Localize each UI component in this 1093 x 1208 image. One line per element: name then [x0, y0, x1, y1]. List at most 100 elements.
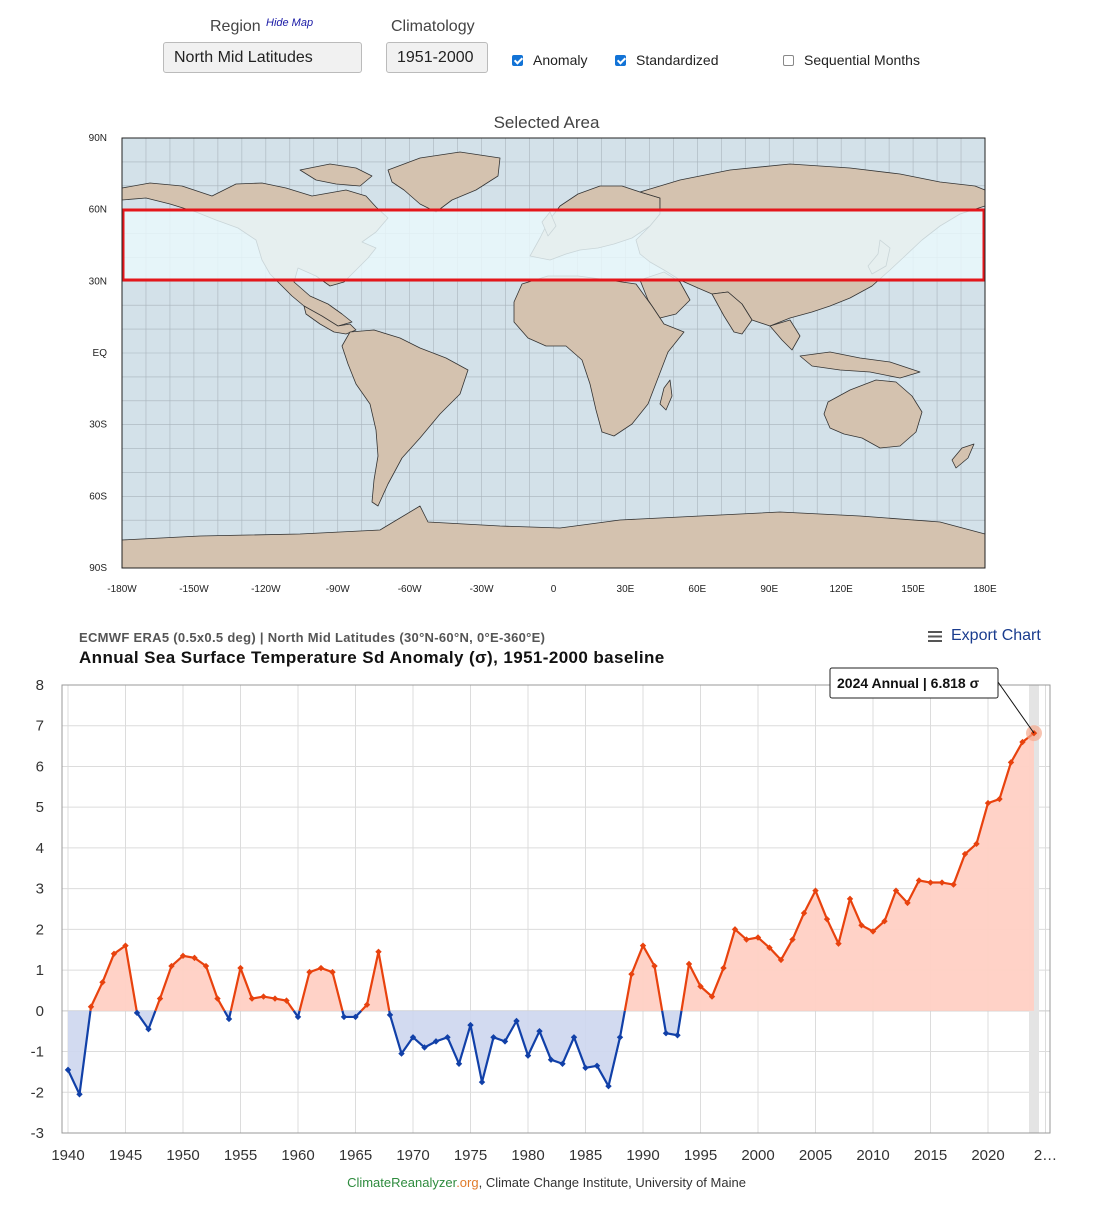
data-point[interactable]	[720, 964, 727, 972]
data-point[interactable]	[352, 1013, 359, 1021]
data-point[interactable]	[524, 1052, 532, 1059]
climatology-select[interactable]: 1951-2000	[386, 42, 488, 73]
data-point[interactable]	[363, 1001, 371, 1008]
data-point[interactable]	[996, 795, 1003, 803]
data-point[interactable]	[605, 1082, 612, 1090]
data-point[interactable]	[122, 942, 129, 949]
data-point[interactable]	[582, 1064, 589, 1072]
footer-link-reanalyzer[interactable]: Reanalyzer	[391, 1175, 457, 1190]
data-point[interactable]	[547, 1056, 555, 1063]
data-point[interactable]	[99, 979, 106, 986]
data-point[interactable]	[64, 1066, 72, 1074]
anomaly-check-icon[interactable]	[512, 54, 523, 66]
data-point[interactable]	[938, 879, 946, 886]
data-point[interactable]	[766, 944, 773, 951]
data-point[interactable]	[191, 954, 198, 962]
data-point[interactable]	[386, 1011, 394, 1019]
data-point[interactable]	[892, 887, 900, 894]
data-point[interactable]	[145, 1025, 152, 1033]
data-point[interactable]	[904, 899, 911, 907]
data-point[interactable]	[329, 968, 336, 976]
data-point[interactable]	[651, 962, 658, 970]
data-point[interactable]	[961, 850, 969, 858]
data-point[interactable]	[133, 1009, 141, 1017]
data-point[interactable]	[202, 962, 210, 970]
data-point[interactable]	[743, 936, 750, 943]
data-point[interactable]	[973, 840, 980, 848]
data-point[interactable]	[1007, 759, 1015, 766]
data-point[interactable]	[248, 995, 256, 1002]
data-point[interactable]	[984, 799, 992, 807]
chart-points[interactable]	[64, 725, 1042, 1098]
data-point[interactable]	[800, 909, 808, 917]
data-point[interactable]	[835, 940, 842, 947]
data-point[interactable]	[179, 952, 187, 960]
data-point[interactable]	[697, 983, 704, 990]
data-point[interactable]	[536, 1027, 543, 1035]
data-point[interactable]	[812, 887, 819, 894]
data-point[interactable]	[156, 995, 164, 1002]
data-point[interactable]	[237, 964, 244, 972]
data-point[interactable]	[858, 922, 865, 929]
data-point[interactable]	[214, 995, 221, 1002]
footer-link-org[interactable]: .org	[456, 1175, 479, 1190]
data-point[interactable]	[76, 1091, 83, 1098]
sequential-months-checkbox[interactable]: Sequential Months	[783, 52, 920, 68]
anomaly-checkbox[interactable]: Anomaly	[512, 52, 587, 68]
data-point[interactable]	[869, 928, 877, 935]
data-point[interactable]	[593, 1062, 601, 1069]
data-point[interactable]	[674, 1032, 681, 1039]
data-point[interactable]	[432, 1038, 440, 1045]
data-point[interactable]	[168, 962, 175, 970]
sequential-check-icon[interactable]	[783, 54, 794, 66]
data-point[interactable]	[283, 997, 290, 1004]
standardized-checkbox[interactable]: Standardized	[615, 52, 719, 68]
data-point[interactable]	[490, 1034, 497, 1041]
data-point[interactable]	[340, 1013, 348, 1021]
data-point[interactable]	[260, 993, 267, 1000]
hide-map-link[interactable]: Hide Map	[266, 17, 314, 29]
data-point[interactable]	[789, 936, 796, 943]
region-select[interactable]: North Mid Latitudes	[163, 42, 362, 73]
data-point[interactable]	[455, 1060, 463, 1067]
data-point[interactable]	[846, 895, 854, 903]
data-point[interactable]	[559, 1060, 566, 1067]
data-point[interactable]	[513, 1017, 520, 1025]
data-point[interactable]	[570, 1034, 578, 1041]
data-point[interactable]	[1019, 738, 1026, 746]
data-point[interactable]	[375, 948, 382, 955]
export-chart-button[interactable]: Export Chart	[928, 627, 1041, 645]
data-point[interactable]	[398, 1050, 405, 1057]
data-point[interactable]	[628, 970, 635, 978]
data-point[interactable]	[754, 934, 762, 941]
data-point[interactable]	[110, 950, 118, 957]
data-point[interactable]	[421, 1044, 428, 1051]
data-point[interactable]	[685, 960, 693, 968]
data-point[interactable]	[317, 964, 325, 972]
data-point[interactable]	[708, 993, 716, 1000]
data-point[interactable]	[777, 956, 785, 964]
data-point[interactable]	[950, 881, 957, 888]
data-point[interactable]	[1030, 729, 1038, 737]
selection-box[interactable]	[121, 208, 986, 282]
data-point[interactable]	[294, 1013, 302, 1021]
footer-link-climate[interactable]: Climate	[347, 1175, 392, 1190]
world-map[interactable]: 90N 60N 30N EQ 30S 60S 90S -180W -150W -120W -90W…	[0, 0, 1093, 600]
data-point[interactable]	[915, 877, 923, 884]
data-point[interactable]	[881, 918, 888, 925]
data-point[interactable]	[306, 968, 313, 976]
data-point[interactable]	[927, 879, 934, 886]
data-point[interactable]	[501, 1038, 509, 1045]
data-point[interactable]	[616, 1034, 624, 1041]
data-point[interactable]	[467, 1021, 474, 1029]
data-point[interactable]	[731, 926, 739, 933]
data-point[interactable]	[225, 1015, 233, 1023]
data-point[interactable]	[87, 1003, 95, 1010]
data-point[interactable]	[662, 1030, 670, 1037]
data-point[interactable]	[409, 1034, 417, 1041]
data-point[interactable]	[478, 1078, 486, 1086]
data-point[interactable]	[271, 995, 279, 1002]
data-point[interactable]	[639, 942, 647, 949]
standardized-check-icon[interactable]	[615, 54, 626, 66]
data-point[interactable]	[823, 915, 831, 923]
